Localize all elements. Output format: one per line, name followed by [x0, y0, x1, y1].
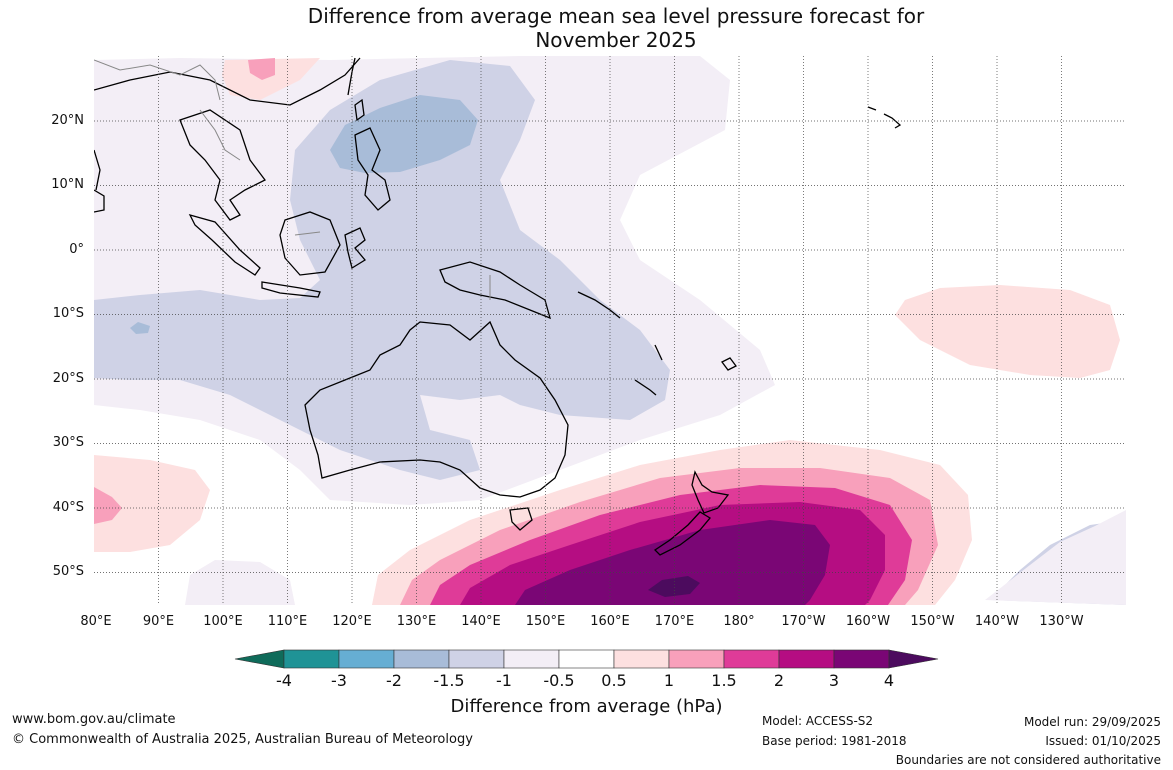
anomaly-region-pos3-nz: [515, 520, 830, 605]
border-borneo: [294, 231, 321, 236]
border-china: [94, 59, 221, 101]
anomaly-region-neg05-south: [185, 560, 295, 605]
title-line-1: Difference from average mean sea level p…: [307, 4, 925, 28]
coastline-asia-coast: [94, 57, 361, 106]
title-line-2: November 2025: [535, 28, 697, 52]
coastline-vanuatu: [654, 344, 663, 361]
colorbar-tick-label: -2: [386, 671, 402, 690]
anomaly-region-neg05-se-pacific: [985, 510, 1126, 605]
anomaly-region-neg15-philippines: [330, 95, 478, 173]
lat-label: 10°N: [51, 177, 84, 192]
coastline-australia: [304, 320, 569, 498]
anomaly-region-neg1-main: [94, 60, 670, 480]
colorbar-swatch-above-pos4: [888, 649, 939, 669]
colorbar-swatch-neg15-neg1: [448, 649, 505, 669]
colorbar-swatch-pos1-pos15: [668, 649, 725, 669]
coastline-borneo: [279, 211, 341, 276]
lon-label: 80°E: [80, 614, 112, 629]
colorbar-tick-label: 1: [663, 671, 675, 690]
coastline-taiwan: [354, 98, 365, 122]
anomaly-region-pos05-indian: [94, 455, 210, 552]
anomaly-region-pos1-indian: [94, 487, 122, 524]
colorbar-swatch-neg05-pos05: [558, 649, 615, 669]
lon-label: 150°E: [525, 614, 566, 629]
lat-label: 10°S: [52, 306, 84, 321]
colorbar-tick-label: 1.5: [711, 671, 737, 690]
coastline-indochina: [179, 109, 266, 221]
coastline-sulawesi: [344, 227, 366, 270]
lon-label: 140°E: [461, 614, 501, 629]
coastline-sumatra: [188, 213, 261, 276]
colorbar-tick-label: 4: [883, 671, 895, 690]
colorbar-swatch-pos3-pos4: [833, 649, 890, 669]
issued-date: Issued: 01/10/2025: [1045, 734, 1161, 748]
lat-label: 50°S: [52, 564, 84, 579]
lat-label: 30°S: [52, 435, 84, 450]
border-indochina: [199, 109, 241, 161]
base-period: Base period: 1981-2018: [762, 734, 907, 748]
colorbar-tick-label: -1: [496, 671, 512, 690]
anomaly-fields: [94, 56, 1126, 605]
copyright-text: © Commonwealth of Australia 2025, Austra…: [12, 732, 473, 747]
lon-label: 90°E: [142, 614, 175, 629]
lon-label: 110°E: [267, 614, 308, 629]
lon-label: 100°E: [203, 614, 243, 629]
graticule: [94, 56, 1126, 605]
anomaly-region-pos05-pacific: [895, 285, 1120, 378]
colorbar-swatch-pos15-pos2: [723, 649, 780, 669]
colorbar-tick-label: -4: [276, 671, 292, 690]
coastline-philippines: [354, 127, 391, 211]
anomaly-region-neg15-indian: [130, 322, 150, 334]
lat-label: 0°: [69, 242, 84, 257]
colorbar-swatch-pos2-pos3: [778, 649, 835, 669]
colorbar-tick-label: 0.5: [601, 671, 627, 690]
colorbar-swatch-neg2-neg15: [393, 649, 450, 669]
colorbar-swatch-pos05-pos1: [613, 649, 670, 669]
colorbar-swatch-below-neg4: [234, 649, 285, 669]
lon-label: 170°W: [781, 614, 826, 629]
lat-label: 40°S: [52, 500, 84, 515]
coastline-sri-lanka: [94, 189, 105, 213]
lon-label: 160°W: [845, 614, 891, 629]
colorbar-title: Difference from average (hPa): [450, 696, 723, 717]
coastline-fiji: [721, 357, 737, 371]
coastline-hawaii: [867, 106, 902, 129]
colorbar-swatch-neg3-neg2: [338, 649, 395, 669]
coastline-solomons: [577, 291, 621, 319]
lat-label: 20°N: [51, 113, 84, 128]
anomaly-region-pos05-china: [222, 58, 320, 100]
anomaly-region-pos1-china: [248, 58, 275, 80]
country-borders: [94, 59, 491, 300]
coastline-tasmania: [509, 507, 533, 531]
coastline-new-caledonia: [634, 379, 657, 396]
coastline-java: [261, 281, 321, 298]
colorbar-swatch-neg4-neg3: [283, 649, 340, 669]
website-link[interactable]: www.bom.gov.au/climate: [12, 712, 176, 727]
boundaries-disclaimer: Boundaries are not considered authoritat…: [895, 753, 1161, 767]
lon-label: 170°E: [654, 614, 695, 629]
coastline-new-zealand-south: [653, 511, 711, 556]
lat-label: 20°S: [52, 371, 84, 386]
model-run-date: Model run: 29/09/2025: [1023, 715, 1161, 729]
lon-label: 130°W: [1039, 614, 1084, 629]
chart-title: Difference from average mean sea level p…: [0, 4, 1173, 52]
colorbar-tick-label: 3: [828, 671, 840, 690]
anomaly-region-pos4-nz: [648, 576, 700, 597]
lon-label: 180°: [723, 614, 755, 629]
colorbar: [234, 649, 939, 669]
colorbar-tick-label: -0.5: [543, 671, 575, 690]
lon-label: 160°E: [590, 614, 630, 629]
lon-label: 120°E: [332, 614, 372, 629]
lon-label: 130°E: [396, 614, 437, 629]
lon-label: 150°W: [910, 614, 955, 629]
colorbar-tick-label: -3: [331, 671, 347, 690]
model-name: Model: ACCESS-S2: [762, 714, 874, 728]
colorbar-tick-label: 2: [773, 671, 785, 690]
coastline-india-tip: [94, 149, 101, 191]
coastline-new-guinea: [439, 261, 551, 320]
lon-label: 140°W: [974, 614, 1020, 629]
colorbar-swatch-neg1-neg05: [503, 649, 560, 669]
colorbar-tick-label: -1.5: [433, 671, 465, 690]
